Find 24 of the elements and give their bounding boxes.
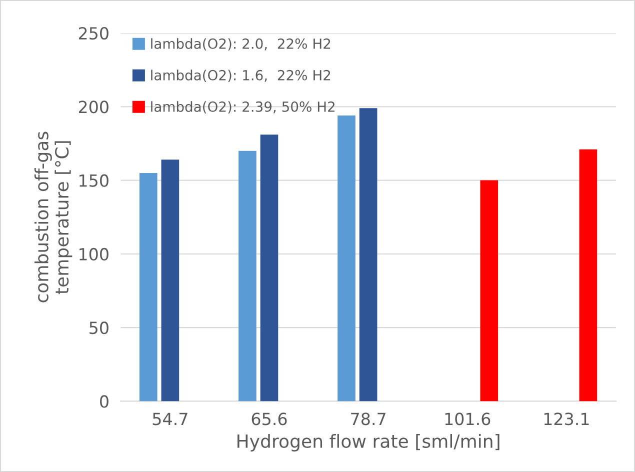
legend-label: lambda(O2): 2.39, 50% H2: [151, 101, 334, 114]
x-tick-label: 54.7: [152, 412, 188, 426]
y-tick-label: 50: [90, 322, 108, 334]
x-tick-label: 101.6: [445, 412, 490, 426]
x-axis-title: Hydrogen flow rate [sml/min]: [238, 434, 500, 452]
x-tick-label: 123.1: [544, 412, 589, 426]
y-tick-label: 200: [78, 100, 108, 114]
bar: [139, 172, 158, 402]
bar: [338, 116, 356, 402]
x-tick-label: 78.7: [351, 412, 386, 426]
x-tick-label: 65.6: [252, 412, 287, 426]
legend-label: lambda(O2): 1.6, 22% H2: [151, 70, 330, 82]
bar: [238, 150, 256, 402]
bar: [359, 108, 378, 402]
y-tick-label: 0: [100, 395, 108, 408]
bar: [260, 134, 278, 402]
y-tick-label: 250: [78, 27, 108, 40]
y-axis-title: combustion off-gas temperature [°C]: [34, 132, 72, 302]
bar: [480, 180, 498, 402]
bar: [161, 160, 180, 402]
y-tick-label: 150: [80, 174, 108, 187]
y-tick-label: 100: [80, 248, 108, 261]
legend-label: lambda(O2): 2.0, 22% H2: [151, 38, 330, 51]
bar: [579, 149, 598, 402]
